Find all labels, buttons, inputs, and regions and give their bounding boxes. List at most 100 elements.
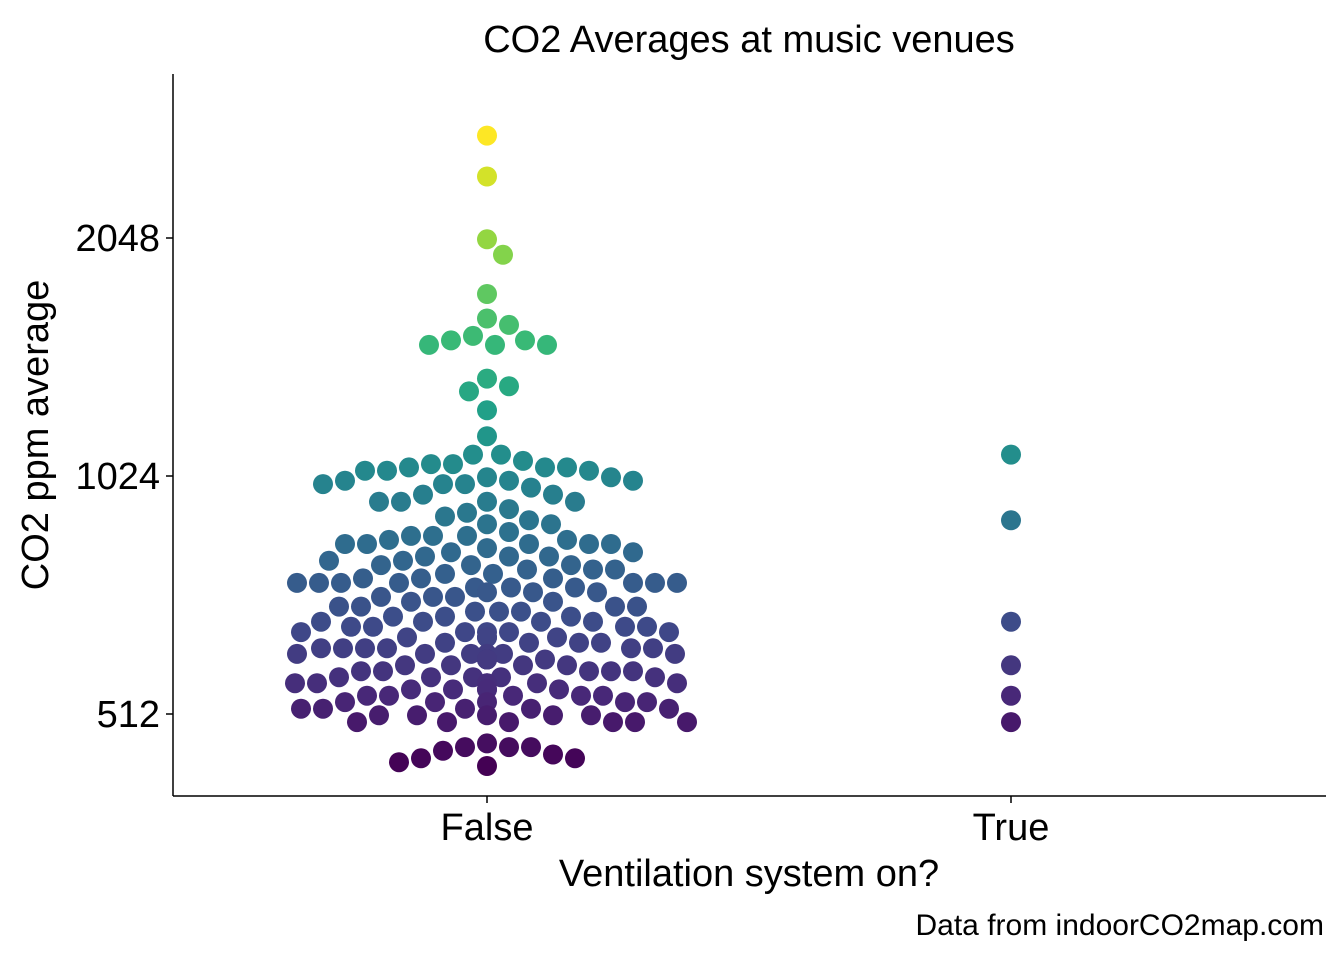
- data-point: [623, 661, 643, 682]
- data-point: [665, 643, 685, 664]
- data-point: [557, 457, 577, 478]
- data-point: [389, 752, 409, 773]
- data-point: [371, 555, 391, 576]
- data-point: [513, 655, 533, 676]
- y-tick-label: 512: [97, 694, 160, 736]
- data-point: [535, 649, 555, 670]
- data-point: [477, 284, 497, 304]
- data-point: [499, 376, 519, 397]
- data-point: [1001, 510, 1021, 531]
- data-point: [523, 582, 543, 603]
- data-point: [333, 638, 353, 659]
- data-point: [413, 484, 433, 505]
- data-point: [377, 460, 397, 481]
- data-point: [441, 542, 461, 563]
- data-point: [459, 381, 479, 402]
- data-point: [579, 661, 599, 682]
- data-point: [291, 698, 311, 719]
- y-axis-title: CO2 ppm average: [15, 280, 57, 591]
- data-point: [433, 474, 453, 495]
- data-point: [455, 698, 475, 719]
- data-point: [435, 563, 455, 584]
- data-point: [477, 400, 497, 421]
- data-point: [329, 667, 349, 688]
- data-point: [477, 705, 497, 726]
- data-point: [605, 559, 625, 580]
- x-tick-label: True: [973, 807, 1050, 849]
- data-point: [581, 705, 601, 726]
- data-point: [461, 555, 481, 576]
- data-point: [351, 596, 371, 617]
- data-point: [421, 667, 441, 688]
- data-point: [565, 577, 585, 598]
- data-point: [499, 546, 519, 567]
- data-point: [313, 474, 333, 495]
- data-point: [499, 622, 519, 643]
- data-point: [477, 125, 497, 146]
- data-point: [335, 692, 355, 713]
- data-point: [543, 568, 563, 589]
- data-point: [477, 733, 497, 754]
- data-point: [435, 506, 455, 527]
- data-point: [565, 748, 585, 769]
- data-point: [463, 325, 483, 346]
- data-point: [543, 705, 563, 726]
- data-point: [491, 444, 511, 465]
- data-point: [373, 661, 393, 682]
- data-point: [351, 661, 371, 682]
- data-point: [485, 334, 505, 355]
- data-point: [543, 484, 563, 505]
- data-point: [383, 606, 403, 627]
- data-point: [591, 632, 611, 653]
- data-point: [493, 643, 513, 664]
- y-tick-label: 1024: [75, 456, 160, 498]
- chart-caption: Data from indoorCO2map.com: [916, 909, 1325, 942]
- data-point: [537, 334, 557, 355]
- data-point: [369, 491, 389, 512]
- data-point: [433, 740, 453, 761]
- data-point: [501, 577, 521, 598]
- data-point: [371, 586, 391, 607]
- data-point: [413, 611, 433, 632]
- data-point: [455, 737, 475, 758]
- chart-title: CO2 Averages at music venues: [483, 19, 1015, 61]
- data-point: [547, 627, 567, 648]
- data-point: [347, 712, 367, 733]
- data-point: [677, 712, 697, 733]
- data-point: [335, 534, 355, 554]
- data-point: [477, 308, 497, 329]
- data-point: [561, 555, 581, 576]
- data-point: [357, 685, 377, 706]
- data-point: [601, 467, 621, 488]
- data-point: [423, 586, 443, 607]
- data-point: [477, 627, 497, 648]
- data-point: [557, 655, 577, 676]
- data-point: [395, 655, 415, 676]
- data-point: [499, 712, 519, 733]
- plot-area: 512 1024 2048 False True: [75, 74, 1326, 849]
- data-point: [601, 661, 621, 682]
- data-point: [443, 679, 463, 700]
- data-point: [615, 616, 635, 637]
- data-point: [445, 586, 465, 607]
- data-point: [421, 454, 441, 475]
- data-point: [511, 601, 531, 622]
- data-point: [579, 534, 599, 554]
- data-point: [515, 330, 535, 351]
- data-point: [539, 546, 559, 567]
- data-point: [355, 638, 375, 659]
- data-point: [527, 673, 547, 694]
- data-point: [645, 667, 665, 688]
- data-point: [309, 572, 329, 593]
- data-point: [565, 491, 585, 512]
- data-point: [477, 514, 497, 535]
- data-point: [637, 616, 657, 637]
- data-point: [623, 470, 643, 491]
- data-point: [483, 563, 503, 584]
- data-point: [357, 534, 377, 554]
- data-point: [419, 334, 439, 355]
- data-point: [489, 601, 509, 622]
- data-point: [499, 470, 519, 491]
- data-point: [593, 685, 613, 706]
